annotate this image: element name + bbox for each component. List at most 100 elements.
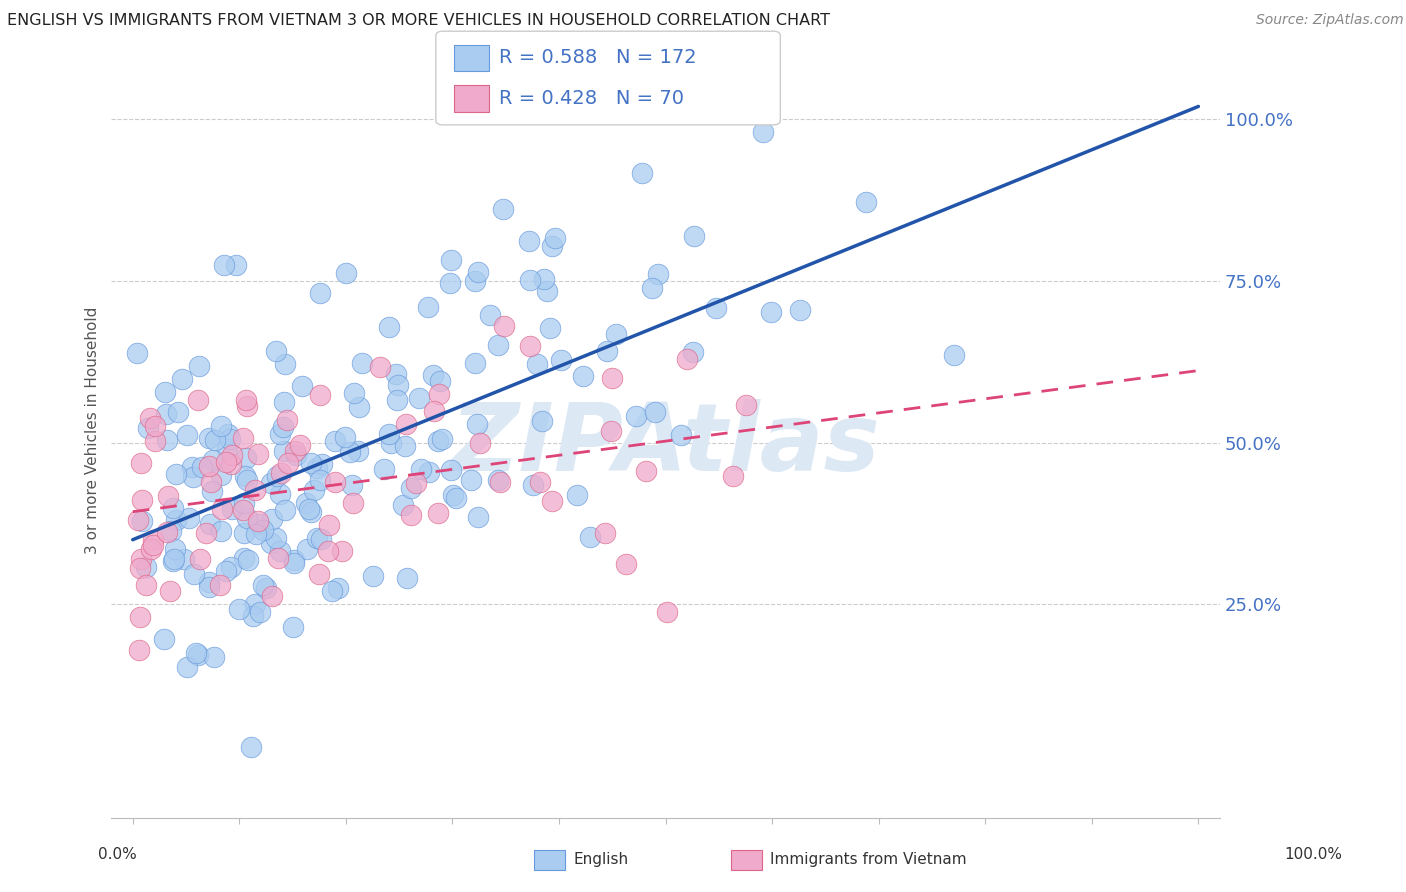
Point bbox=[468, 436, 491, 450]
Point bbox=[274, 503, 297, 517]
Point bbox=[288, 438, 311, 452]
Point bbox=[492, 319, 515, 334]
Point bbox=[735, 398, 758, 412]
Point bbox=[176, 659, 198, 673]
Point bbox=[162, 501, 184, 516]
Point bbox=[209, 418, 232, 433]
Point bbox=[309, 473, 332, 487]
Point bbox=[464, 273, 486, 287]
Point bbox=[408, 392, 430, 406]
Point bbox=[209, 467, 232, 482]
Point bbox=[593, 526, 616, 541]
Point bbox=[157, 489, 180, 503]
Point bbox=[405, 476, 427, 491]
Point bbox=[335, 266, 357, 280]
Point bbox=[647, 267, 669, 281]
Point bbox=[283, 552, 305, 566]
Point bbox=[159, 584, 181, 599]
Point bbox=[269, 426, 291, 441]
Point bbox=[225, 258, 247, 272]
Point bbox=[440, 463, 463, 477]
Point bbox=[260, 475, 283, 490]
Point bbox=[183, 567, 205, 582]
Point bbox=[235, 392, 257, 407]
Point bbox=[242, 608, 264, 623]
Point bbox=[236, 400, 259, 414]
Point bbox=[683, 228, 706, 243]
Point bbox=[165, 513, 187, 527]
Point bbox=[245, 597, 267, 611]
Point bbox=[394, 417, 416, 432]
Point bbox=[596, 343, 619, 358]
Point bbox=[283, 619, 305, 633]
Point bbox=[247, 515, 270, 529]
Point bbox=[682, 345, 704, 359]
Point bbox=[752, 125, 775, 139]
Point bbox=[380, 436, 402, 450]
Point bbox=[232, 502, 254, 516]
Text: Source: ZipAtlas.com: Source: ZipAtlas.com bbox=[1256, 13, 1403, 28]
Point bbox=[427, 386, 450, 401]
Point bbox=[176, 428, 198, 442]
Point bbox=[467, 417, 489, 431]
Point bbox=[235, 451, 257, 466]
Point bbox=[444, 491, 467, 505]
Point bbox=[565, 488, 588, 502]
Point bbox=[228, 601, 250, 615]
Point bbox=[492, 202, 515, 217]
Point bbox=[136, 420, 159, 434]
Point bbox=[246, 447, 269, 461]
Point bbox=[180, 459, 202, 474]
Point bbox=[538, 320, 561, 334]
Point bbox=[387, 378, 409, 392]
Point bbox=[201, 453, 224, 467]
Point bbox=[239, 739, 262, 754]
Point bbox=[238, 553, 260, 567]
Point bbox=[669, 428, 692, 442]
Point bbox=[127, 513, 149, 527]
Point bbox=[142, 533, 165, 547]
Point bbox=[489, 475, 512, 489]
Point bbox=[153, 632, 176, 646]
Point bbox=[187, 648, 209, 663]
Point bbox=[198, 580, 221, 594]
Point bbox=[129, 456, 152, 470]
Point bbox=[243, 483, 266, 498]
Point bbox=[614, 557, 637, 571]
Point bbox=[519, 339, 541, 353]
Point bbox=[721, 468, 744, 483]
Point bbox=[128, 642, 150, 657]
Point bbox=[233, 551, 256, 566]
Point bbox=[308, 567, 330, 582]
Point bbox=[347, 400, 370, 414]
Point bbox=[211, 502, 233, 516]
Point bbox=[657, 606, 679, 620]
Point bbox=[262, 512, 284, 526]
Point bbox=[323, 434, 346, 448]
Point bbox=[128, 561, 150, 575]
Point bbox=[636, 464, 658, 478]
Point bbox=[441, 488, 464, 502]
Point bbox=[249, 605, 271, 619]
Point bbox=[269, 544, 291, 558]
Point bbox=[311, 457, 333, 471]
Point bbox=[305, 461, 328, 475]
Point bbox=[302, 483, 325, 497]
Point bbox=[464, 355, 486, 369]
Text: ENGLISH VS IMMIGRANTS FROM VIETNAM 3 OR MORE VEHICLES IN HOUSEHOLD CORRELATION C: ENGLISH VS IMMIGRANTS FROM VIETNAM 3 OR … bbox=[7, 13, 830, 29]
Point bbox=[399, 481, 422, 495]
Point bbox=[217, 426, 239, 441]
Point bbox=[215, 455, 238, 469]
Point bbox=[247, 516, 270, 531]
Point bbox=[544, 231, 567, 245]
Point bbox=[264, 344, 287, 359]
Point bbox=[156, 524, 179, 539]
Point bbox=[233, 468, 256, 483]
Point bbox=[486, 338, 509, 352]
Point bbox=[430, 432, 453, 446]
Point bbox=[517, 234, 540, 248]
Point bbox=[139, 410, 162, 425]
Point bbox=[200, 475, 222, 489]
Point bbox=[273, 444, 295, 458]
Point bbox=[347, 444, 370, 458]
